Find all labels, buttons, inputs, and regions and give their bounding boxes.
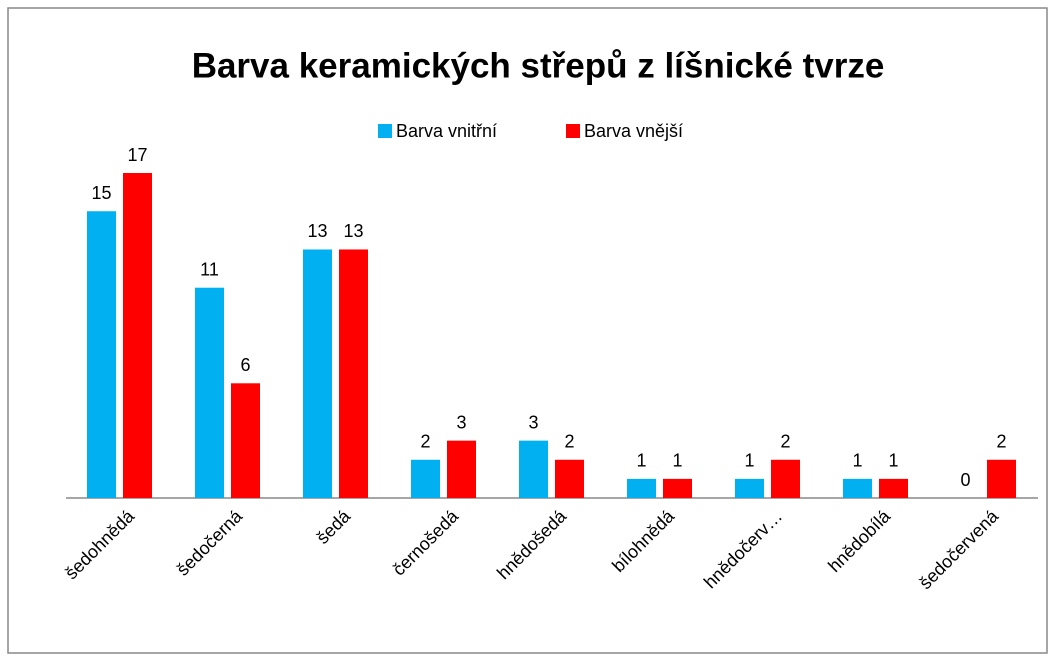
bar <box>231 383 260 498</box>
bar <box>195 287 224 498</box>
data-label: 2 <box>996 432 1006 452</box>
legend-label: Barva vnější <box>584 121 683 141</box>
bar <box>663 478 692 498</box>
bar <box>843 478 872 498</box>
data-label: 0 <box>960 470 970 490</box>
data-label: 1 <box>672 451 682 471</box>
data-label: 3 <box>528 412 538 432</box>
bar <box>627 478 656 498</box>
data-label: 2 <box>420 432 430 452</box>
data-label: 15 <box>91 183 111 203</box>
data-label: 13 <box>307 221 327 241</box>
legend-label: Barva vnitřní <box>396 121 497 141</box>
bar <box>411 459 440 498</box>
data-label: 1 <box>636 451 646 471</box>
bar <box>879 478 908 498</box>
data-label: 1 <box>852 451 862 471</box>
data-label: 6 <box>240 355 250 375</box>
data-label: 1 <box>744 451 754 471</box>
bar <box>555 459 584 498</box>
chart-title: Barva keramických střepů z líšnické tvrz… <box>192 46 885 85</box>
legend-swatch <box>378 124 392 138</box>
bar <box>87 211 116 498</box>
bar <box>447 440 476 498</box>
data-label: 2 <box>564 432 574 452</box>
bar <box>339 249 368 498</box>
data-label: 1 <box>888 451 898 471</box>
bar <box>735 478 764 498</box>
legend-swatch <box>566 124 580 138</box>
data-label: 13 <box>343 221 363 241</box>
bar <box>123 173 152 498</box>
bar <box>987 459 1016 498</box>
data-label: 3 <box>456 412 466 432</box>
data-label: 2 <box>780 432 790 452</box>
chart-frame <box>7 7 1048 654</box>
bar <box>771 459 800 498</box>
bar <box>303 249 332 498</box>
data-label: 17 <box>127 145 147 165</box>
data-label: 11 <box>200 259 219 279</box>
bar <box>519 440 548 498</box>
